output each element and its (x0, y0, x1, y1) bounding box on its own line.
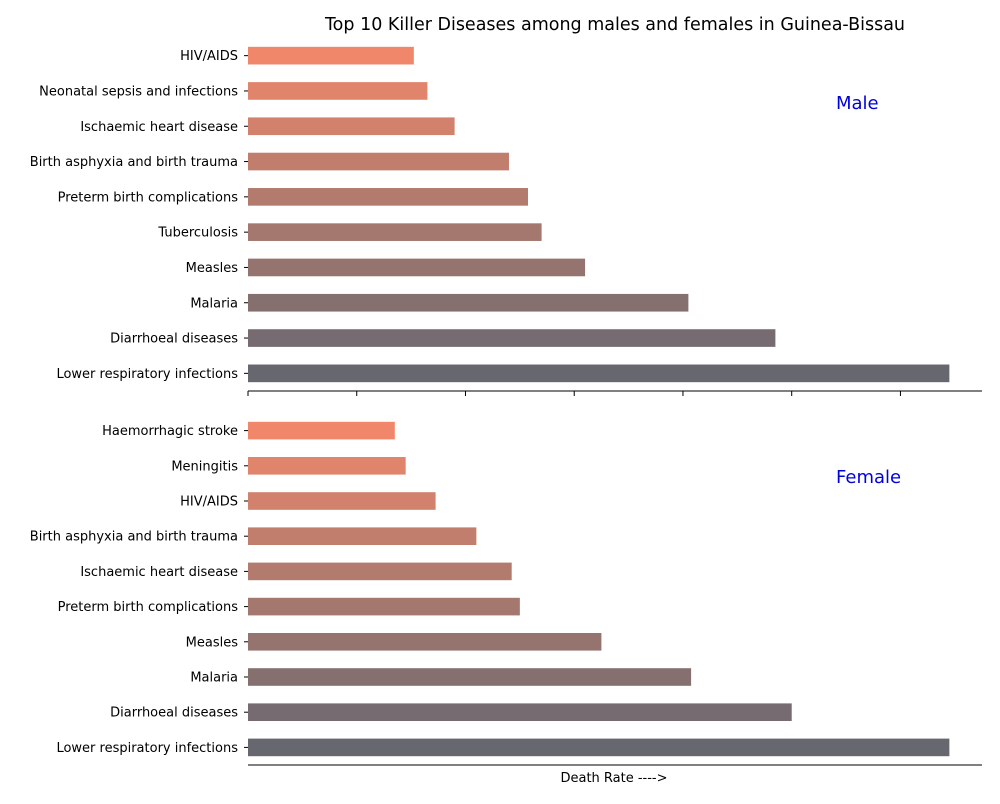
male-bar (248, 82, 428, 100)
female-panel: Lower respiratory infections Diarrhoeal d… (30, 421, 982, 766)
male-bar (248, 117, 455, 136)
male-category-label: Tuberculosis (157, 226, 238, 241)
female-bar (248, 597, 520, 616)
female-bar (248, 421, 395, 440)
female-category-label: Lower respiratory infections (56, 741, 238, 756)
male-bar (248, 293, 689, 312)
male-category-label: Lower respiratory infections (56, 367, 238, 382)
male-panel: Lower respiratory infections Diarrhoeal d… (30, 46, 982, 396)
female-bar (248, 668, 692, 686)
female-category-label: Malaria (190, 671, 238, 686)
female-category-label: Measles (186, 635, 239, 650)
male-panel-label: Male (836, 93, 879, 114)
male-bar (248, 188, 529, 206)
female-category-label: Birth asphyxia and birth trauma (30, 530, 238, 545)
male-category-label: Measles (186, 261, 239, 276)
female-category-label: Haemorrhagic stroke (102, 424, 238, 439)
female-category-label: Preterm birth complications (58, 600, 239, 615)
male-bar (248, 258, 586, 277)
male-category-label: Malaria (190, 296, 238, 311)
female-category-label: Ischaemic heart disease (80, 565, 238, 580)
female-bar (248, 492, 436, 510)
female-bar (248, 562, 512, 581)
female-category-label: Diarrhoeal diseases (110, 706, 238, 721)
male-bar (248, 46, 414, 65)
male-bar (248, 329, 776, 347)
female-bar (248, 457, 406, 475)
male-bar (248, 364, 950, 383)
male-category-label: Ischaemic heart disease (80, 120, 238, 135)
female-bar (248, 738, 950, 757)
male-bar (248, 223, 542, 241)
male-category-label: Neonatal sepsis and infections (39, 84, 238, 99)
male-category-label: Preterm birth complications (58, 190, 239, 205)
male-bar (248, 152, 509, 171)
male-category-label: HIV/AIDS (180, 49, 238, 64)
female-panel-label: Female (836, 467, 901, 488)
female-category-label: HIV/AIDS (180, 495, 238, 510)
female-bar (248, 633, 602, 651)
male-category-label: Diarrhoeal diseases (110, 332, 238, 347)
male-category-label: Birth asphyxia and birth trauma (30, 155, 238, 170)
female-bar (248, 703, 792, 721)
chart-title: Top 10 Killer Diseases among males and f… (324, 15, 905, 35)
female-bar (248, 527, 477, 545)
female-category-label: Meningitis (171, 459, 238, 474)
x-axis-label: Death Rate ----> (560, 771, 667, 786)
